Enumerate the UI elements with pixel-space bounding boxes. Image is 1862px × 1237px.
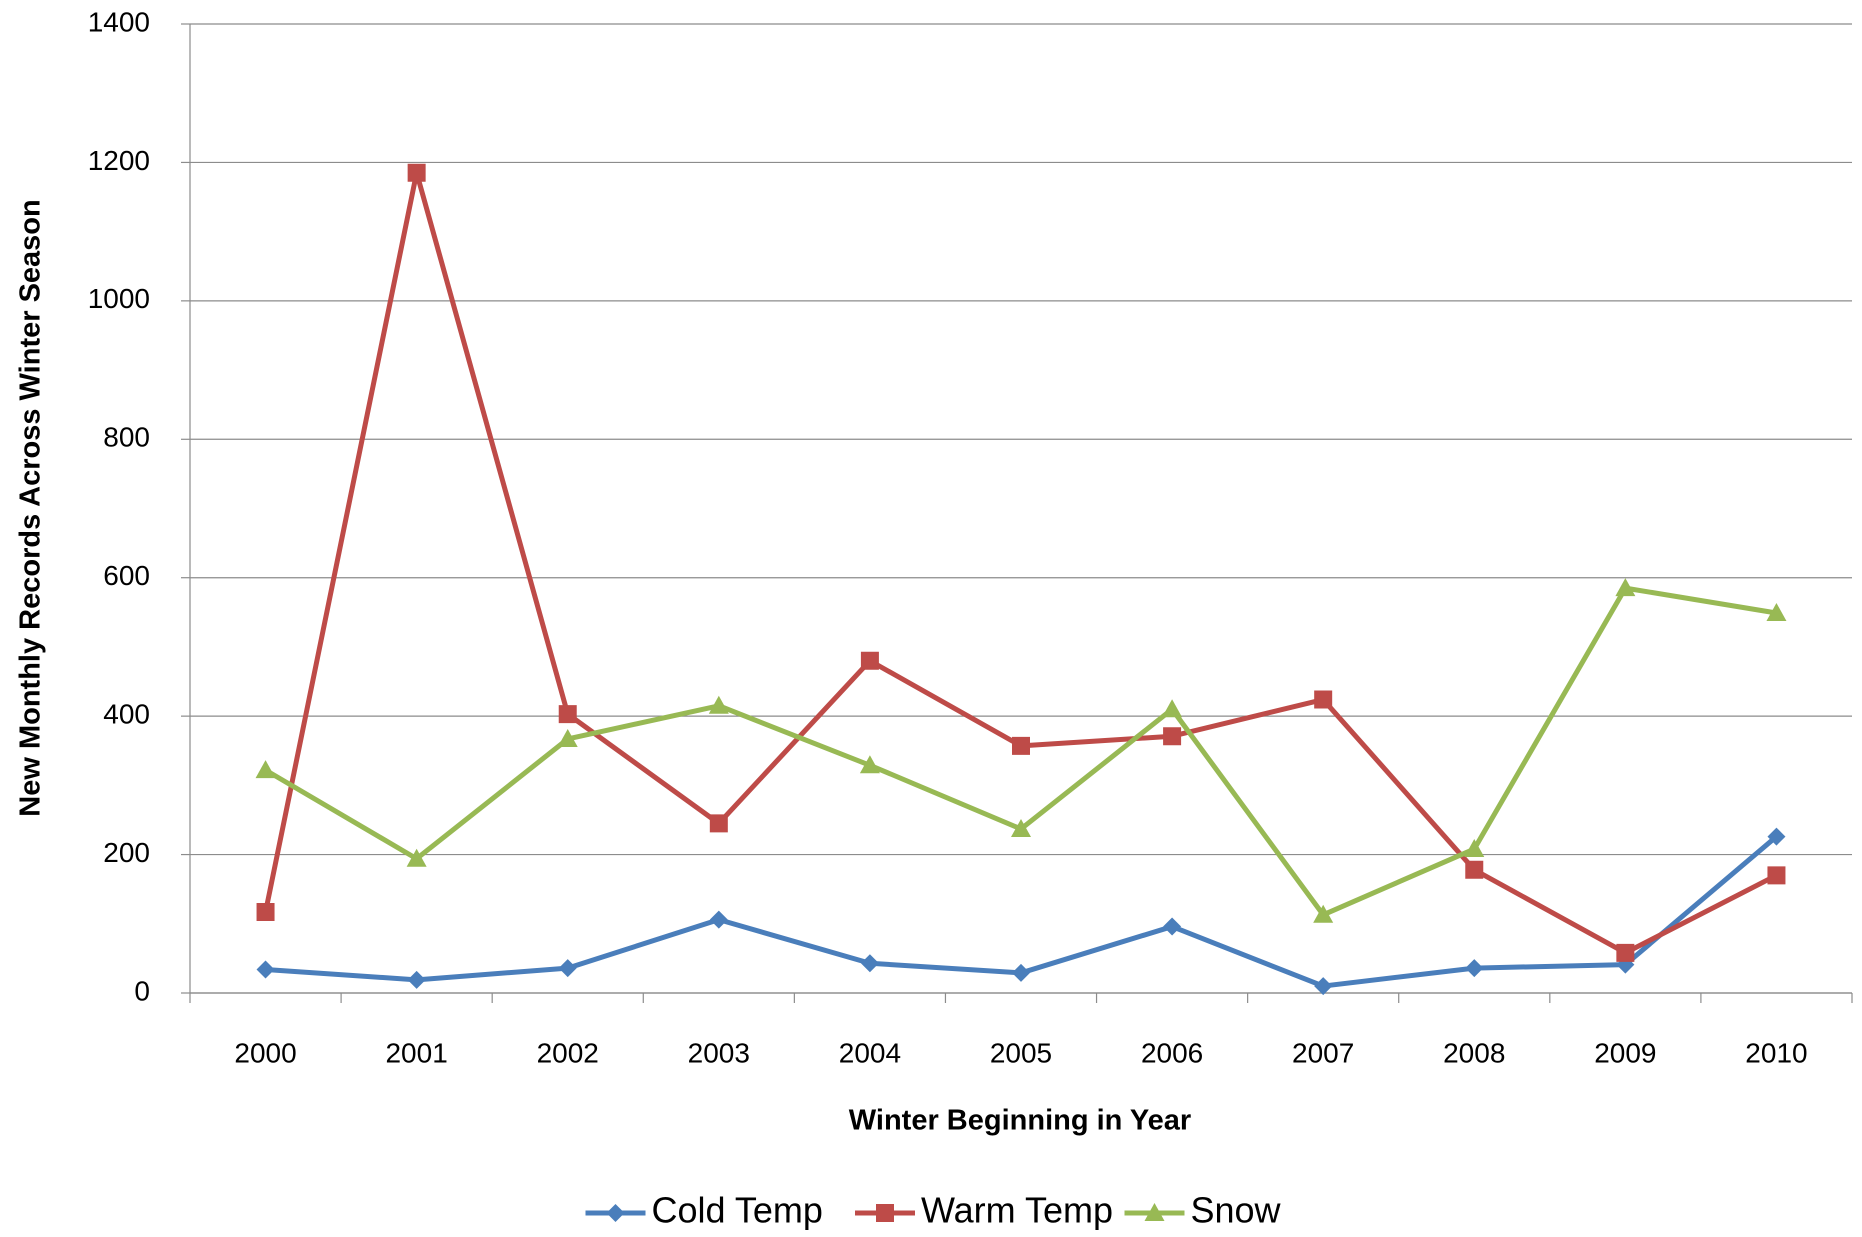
data-point — [1616, 943, 1635, 962]
y-tick-label: 600 — [103, 560, 150, 591]
data-point — [860, 651, 879, 670]
data-point — [407, 163, 426, 182]
data-point — [558, 959, 577, 978]
x-tick-label: 2000 — [234, 1037, 296, 1068]
legend-label: Snow — [1191, 1190, 1282, 1231]
x-tick-label: 2002 — [537, 1037, 599, 1068]
x-tick-label: 2007 — [1292, 1037, 1354, 1068]
data-point — [558, 705, 577, 724]
data-point — [1012, 736, 1030, 755]
legend-marker — [606, 1204, 625, 1222]
data-point — [860, 954, 879, 973]
data-point — [1313, 904, 1334, 923]
y-tick-label: 200 — [103, 837, 150, 868]
data-point — [1012, 963, 1030, 982]
data-point — [1314, 977, 1333, 996]
data-point — [709, 910, 728, 929]
legend-marker — [876, 1204, 894, 1222]
x-tick-label: 2005 — [990, 1037, 1052, 1068]
x-tick-label: 2008 — [1443, 1037, 1505, 1068]
data-point — [1766, 603, 1787, 622]
data-point — [708, 695, 729, 714]
data-point — [1162, 699, 1183, 718]
data-point — [407, 970, 426, 989]
x-axis-title: Winter Beginning in Year — [849, 1105, 1191, 1137]
x-tick-label: 2004 — [839, 1037, 901, 1068]
legend-marker — [1144, 1203, 1165, 1221]
data-point — [709, 814, 728, 833]
data-point — [1767, 866, 1786, 885]
data-point — [1615, 578, 1636, 597]
y-tick-label: 800 — [103, 422, 150, 453]
x-tick-label: 2010 — [1745, 1037, 1807, 1068]
y-tick-label: 1000 — [88, 283, 150, 314]
y-tick-label: 1400 — [88, 6, 150, 37]
data-point — [1011, 818, 1031, 837]
data-point — [1314, 690, 1333, 709]
data-point — [255, 760, 276, 779]
data-point — [256, 960, 275, 979]
data-point — [256, 903, 275, 922]
data-point — [859, 755, 880, 774]
data-point — [1163, 917, 1182, 936]
legend-label: Cold Temp — [652, 1190, 823, 1231]
data-point — [1163, 727, 1182, 746]
y-tick-label: 1200 — [88, 145, 150, 176]
y-tick-label: 400 — [103, 699, 150, 730]
data-point — [1465, 959, 1484, 978]
x-tick-label: 2003 — [688, 1037, 750, 1068]
data-point — [1464, 839, 1485, 858]
data-point — [406, 848, 427, 867]
data-point — [557, 728, 578, 747]
x-tick-label: 2001 — [385, 1037, 447, 1068]
data-point — [1767, 827, 1786, 846]
y-tick-label: 0 — [134, 975, 150, 1006]
legend-label: Warm Temp — [921, 1190, 1113, 1231]
y-axis-title: New Monthly Records Across Winter Season — [15, 199, 47, 816]
x-tick-label: 2009 — [1594, 1037, 1656, 1068]
x-tick-label: 2006 — [1141, 1037, 1203, 1068]
data-point — [1465, 860, 1484, 879]
